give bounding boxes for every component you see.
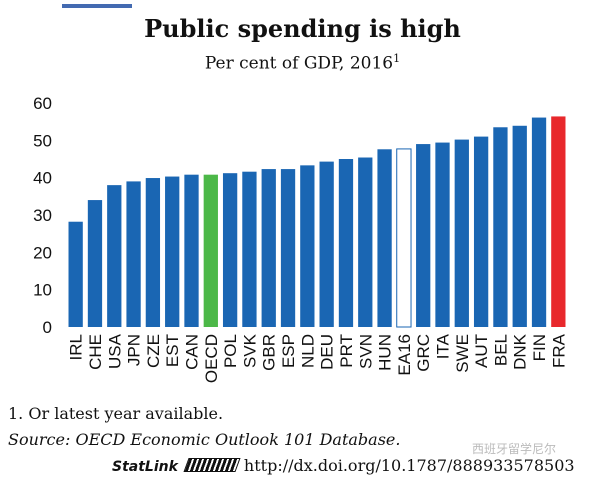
x-tick-label: SVN — [356, 334, 375, 369]
x-tick-label: AUT — [472, 334, 491, 368]
x-tick-label: JPN — [125, 334, 144, 366]
x-tick-label: SVK — [240, 333, 259, 368]
x-tick-label: IRL — [67, 334, 86, 360]
x-tick-label: SWE — [453, 334, 472, 373]
x-tick-label: NLD — [298, 334, 317, 368]
x-tick-label: EST — [163, 334, 182, 367]
bar-irl — [68, 221, 83, 327]
bar-dnk — [512, 125, 527, 328]
chart-title: Public spending is high — [144, 14, 461, 43]
y-tick-label: 0 — [43, 318, 52, 337]
bar-fra — [551, 116, 566, 327]
x-tick-label: POL — [221, 334, 240, 368]
bar-usa — [107, 185, 122, 327]
x-tick-label: PRT — [337, 334, 356, 368]
bar-swe — [454, 139, 469, 327]
statlink-label: StatLink — [112, 459, 178, 475]
x-tick-label: FIN — [530, 334, 549, 361]
statlink-logo-icon — [183, 458, 241, 472]
bar-oecd — [203, 174, 218, 327]
bar-can — [184, 174, 199, 327]
y-tick-label: 60 — [33, 94, 52, 113]
chart-subtitle-text: Per cent of GDP, 2016 — [204, 53, 394, 74]
x-tick-label: ESP — [279, 334, 298, 368]
bar-ea16 — [396, 148, 412, 328]
bar-che — [87, 200, 103, 327]
chart-subtitle: Per cent of GDP, 20161 — [0, 52, 605, 74]
footnote: 1. Or latest year available. — [8, 404, 224, 423]
bar-jpn — [126, 181, 141, 327]
x-tick-label: ITA — [434, 333, 453, 359]
bar-fin — [531, 117, 547, 327]
x-tick-label: OECD — [202, 334, 221, 383]
bar-chart: 0 10 20 30 40 50 60 IRL CHE USA JPN CZE EST CAN OECD PO… — [33, 94, 568, 383]
subtitle-footnote-marker: 1 — [393, 52, 401, 65]
x-tick-label: CZE — [144, 334, 163, 368]
cropped-header-mark — [62, 0, 132, 8]
bar-prt — [338, 159, 354, 327]
bar-nld — [300, 165, 315, 327]
bar-esp — [280, 169, 296, 327]
x-tick-label: DEU — [318, 334, 337, 370]
y-tick-label: 10 — [33, 281, 52, 300]
bar-bel — [493, 127, 508, 328]
y-tick-label: 40 — [33, 169, 52, 188]
x-tick-label: CAN — [183, 334, 202, 370]
x-tick-label: FRA — [549, 333, 568, 368]
bar-svn — [358, 157, 373, 327]
bar-deu — [319, 161, 334, 327]
x-tick-label: DNK — [511, 333, 530, 370]
y-tick-label: 20 — [33, 243, 52, 262]
statlink-url[interactable]: http://dx.doi.org/10.1787/888933578503 — [243, 456, 575, 475]
statlink-row: StatLink http://dx.doi.org/10.1787/888933… — [112, 456, 575, 475]
x-tick-label: USA — [105, 333, 124, 369]
x-tick-label: CHE — [86, 334, 105, 370]
x-tick-label: GBR — [260, 334, 279, 371]
bar-svk — [242, 171, 257, 327]
bar-ita — [435, 142, 450, 327]
bar-hun — [377, 149, 392, 327]
watermark: 西班牙留学尼尔 — [472, 442, 557, 456]
y-tick-label: 30 — [33, 206, 52, 225]
y-tick-label: 50 — [33, 131, 52, 150]
bar-pol — [222, 173, 238, 327]
bar-grc — [416, 144, 431, 327]
bar-cze — [145, 178, 161, 327]
x-tick-label: HUN — [376, 334, 395, 371]
bar-aut — [473, 136, 489, 327]
bar-est — [165, 176, 180, 327]
x-tick-label: GRC — [414, 334, 433, 372]
x-tick-label: EA16 — [395, 334, 414, 376]
source-note: Source: OECD Economic Outlook 101 Databa… — [8, 430, 401, 449]
bar-gbr — [261, 169, 276, 327]
x-tick-label: BEL — [491, 334, 510, 366]
